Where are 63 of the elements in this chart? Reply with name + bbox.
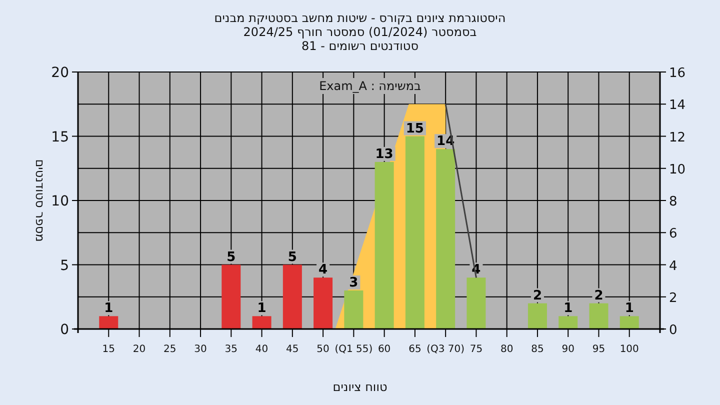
x-tick-label: 75	[470, 344, 483, 355]
bar	[405, 136, 424, 329]
bar	[99, 316, 118, 329]
data-label: 15	[406, 121, 424, 136]
bar	[466, 278, 486, 329]
bar	[252, 316, 272, 329]
bar	[222, 264, 241, 329]
x-tick-label: 50	[316, 344, 330, 355]
data-label: 1	[564, 301, 573, 316]
data-label: 3	[349, 275, 358, 290]
x-tick-label: 25	[164, 344, 176, 355]
bar	[589, 303, 608, 329]
x-tick-label: 20	[132, 344, 146, 355]
y-tick-label: 10	[51, 194, 69, 210]
y2-tick-label: 8	[669, 194, 678, 210]
y-tick-label: 5	[60, 258, 69, 274]
data-label: 5	[288, 250, 297, 265]
y2-tick-label: 4	[669, 258, 678, 274]
bar	[344, 290, 364, 329]
bar	[558, 316, 578, 329]
x-tick-label: 90	[562, 344, 574, 355]
y-tick-label: 0	[60, 322, 69, 338]
data-label: 1	[624, 301, 634, 316]
bar	[620, 316, 639, 329]
y2-tick-label: 14	[669, 98, 686, 114]
data-label: 13	[375, 146, 394, 162]
y2-tick-label: 16	[669, 66, 686, 81]
data-label: 2	[532, 288, 542, 304]
x-tick-label: 80	[500, 344, 514, 355]
data-label: 1	[104, 301, 114, 316]
x-tick-label: 60	[378, 344, 391, 355]
y2-tick-label: 0	[669, 323, 678, 338]
annotation: במשימה : Exam_A	[319, 79, 421, 93]
x-tick-label: 45	[286, 344, 299, 355]
data-label: 2	[594, 288, 604, 304]
y2-tick-label: 10	[669, 162, 686, 178]
y-tick-label: 15	[51, 129, 69, 146]
x-tick-label: 95	[592, 344, 606, 355]
y2-tick-label: 2	[669, 290, 678, 306]
x-tick-label: (Q1 55)	[334, 344, 373, 355]
data-label: 5	[226, 250, 236, 265]
chart-subtitle: בסמסטר (01/2024) סמסטר חורף 2024/25	[243, 25, 477, 39]
bar	[436, 149, 456, 329]
data-label: 4	[318, 262, 328, 278]
x-tick-label: (Q3 70)	[426, 344, 465, 355]
y2-tick-label: 12	[669, 130, 686, 146]
x-tick-label: 15	[102, 344, 115, 355]
x-tick-label: 65	[408, 344, 422, 355]
text: סטודנטים רשומים - 81	[301, 39, 419, 53]
x-tick-label: 30	[194, 344, 207, 355]
x-tick-label: 85	[531, 344, 544, 355]
y2-tick-label: 6	[669, 226, 678, 242]
y-axis-title: מספר סטודנטים	[33, 159, 47, 242]
x-tick-label: 35	[224, 344, 238, 355]
bar	[282, 264, 302, 329]
data-label: 1	[257, 301, 266, 316]
bar	[528, 303, 547, 329]
x-tick-label: 100	[620, 344, 639, 355]
bar	[314, 278, 333, 329]
y-tick-label: 20	[51, 65, 69, 81]
chart-title: היסטוגרמת ציונים בקורס - שיטות מחשב בסטטיקת מבנים	[214, 11, 506, 25]
x-tick-label: 40	[255, 344, 268, 355]
x-axis-title: טווח ציונים	[332, 380, 388, 394]
